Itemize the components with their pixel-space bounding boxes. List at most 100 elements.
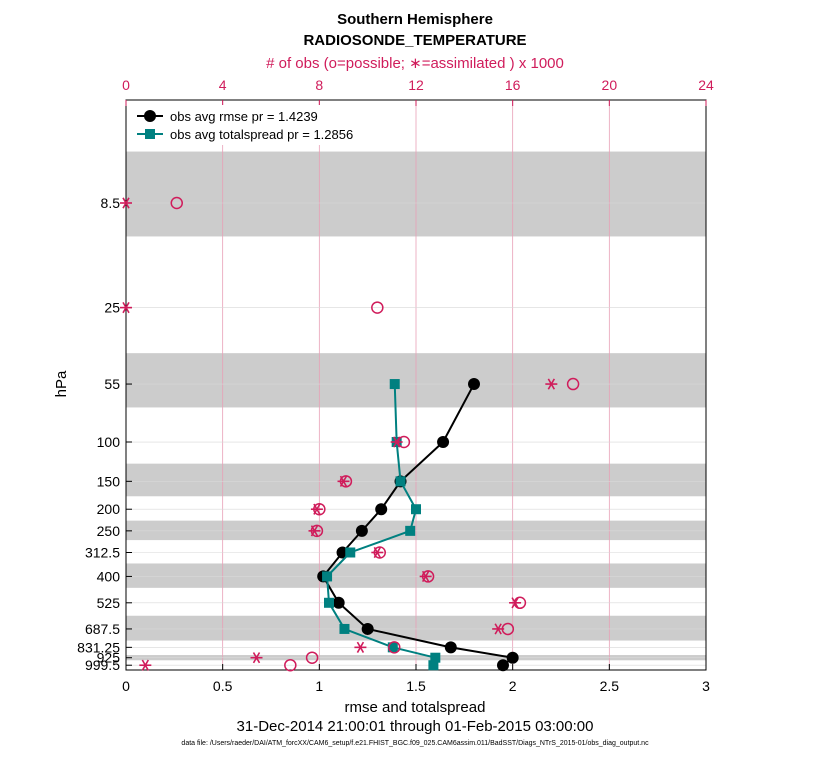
x2-tick-label: 0 bbox=[122, 77, 130, 93]
legend-spread-label: obs avg totalspread pr = 1.2856 bbox=[170, 127, 353, 142]
obs-assimilated-marker bbox=[310, 503, 323, 515]
rmse-point bbox=[355, 524, 368, 537]
date-range-label: 31-Dec-2014 21:00:01 through 01-Feb-2015… bbox=[237, 718, 594, 735]
asterisk-stroke bbox=[122, 197, 130, 209]
obs-assimilated-marker bbox=[371, 546, 384, 559]
spread-point bbox=[430, 652, 441, 663]
x-tick-label: 2 bbox=[509, 678, 517, 694]
axis-ticks: 0 0.5 1 1.5 2 2.5 3 0 4 8 12 16 20 24 8.5 25 55 100 150 200… bbox=[77, 77, 714, 694]
y-tick-label: 312.5 bbox=[85, 544, 120, 560]
rmse-point bbox=[437, 436, 450, 449]
y-tick-label: 8.5 bbox=[101, 195, 121, 211]
rmse-point bbox=[506, 651, 519, 664]
rmse-point bbox=[375, 503, 388, 516]
obs-possible-marker bbox=[388, 641, 401, 654]
x2-tick-label: 24 bbox=[698, 77, 714, 93]
legend-rmse-label: obs avg rmse pr = 1.4239 bbox=[170, 109, 318, 124]
obs-assimilated-marker bbox=[419, 570, 432, 583]
asterisk-stroke bbox=[252, 652, 261, 664]
spread-point bbox=[411, 504, 421, 515]
obs-assimilated-marker bbox=[308, 525, 321, 537]
series-lines bbox=[317, 378, 519, 672]
asterisk-stroke bbox=[373, 546, 382, 559]
legend: obs avg rmse pr = 1.4239 obs avg totalsp… bbox=[131, 105, 388, 145]
x-tick-label: 0.5 bbox=[213, 678, 233, 694]
rmse-point bbox=[361, 622, 374, 635]
x2-tick-label: 8 bbox=[315, 77, 323, 93]
x2-tick-label: 4 bbox=[219, 77, 227, 93]
x2-tick-label: 12 bbox=[408, 77, 424, 93]
obs-assimilated-marker bbox=[545, 378, 558, 390]
rmse-point bbox=[468, 378, 480, 391]
asterisk-stroke bbox=[310, 525, 319, 537]
obs-assimilated-marker bbox=[250, 652, 263, 664]
obs-assimilated-marker bbox=[120, 302, 132, 314]
legend-spread-marker bbox=[145, 129, 155, 139]
x-axis-label: rmse and totalspread bbox=[345, 699, 486, 716]
x-tick-label: 1 bbox=[315, 678, 323, 694]
rmse-point bbox=[332, 596, 345, 609]
asterisk-stroke bbox=[122, 302, 130, 314]
y-tick-label: 925 bbox=[97, 650, 121, 666]
obs-possible-marker bbox=[371, 301, 384, 314]
asterisk-stroke bbox=[547, 378, 556, 390]
obs-assimilated-marker bbox=[390, 436, 403, 448]
rmse-line bbox=[321, 383, 516, 667]
y-tick-label: 400 bbox=[97, 568, 121, 584]
obs-assimilated-marker bbox=[492, 623, 505, 635]
x2-tick-label: 20 bbox=[602, 77, 618, 93]
spread-point bbox=[387, 642, 398, 653]
data-file-label: data file: /Users/raeder/DAI/ATM_forcXX/… bbox=[181, 740, 649, 747]
x-tick-label: 0 bbox=[122, 678, 130, 694]
y-tick-label: 250 bbox=[97, 523, 121, 539]
obs-possible-marker bbox=[566, 377, 580, 391]
rmse-point bbox=[444, 641, 457, 654]
obs-assimilated-marker bbox=[120, 197, 132, 209]
y-tick-label: 55 bbox=[104, 376, 120, 392]
y-tick-label: 525 bbox=[97, 595, 121, 611]
legend-box bbox=[131, 105, 388, 145]
y-tick-label: 25 bbox=[104, 300, 120, 316]
asterisk-stroke bbox=[141, 659, 150, 671]
obs-assimilated-marker bbox=[337, 475, 350, 487]
y-tick-label: 999.5 bbox=[85, 657, 120, 673]
y-tick-label: 150 bbox=[97, 473, 121, 489]
y-axis-label: hPa bbox=[53, 370, 70, 397]
spread-point bbox=[389, 379, 400, 390]
obs-count-markers bbox=[120, 196, 580, 672]
top-axis-gridlines bbox=[126, 100, 706, 670]
y-tick-label: 831.25 bbox=[77, 639, 120, 655]
spread-point bbox=[324, 597, 334, 608]
chart-title: Southern Hemisphere bbox=[337, 11, 493, 28]
obs-possible-marker bbox=[170, 196, 183, 210]
asterisk-stroke bbox=[313, 503, 321, 515]
x2-tick-label: 16 bbox=[505, 77, 521, 93]
spread-point bbox=[428, 660, 439, 671]
asterisk-stroke bbox=[356, 641, 365, 653]
asterisk-stroke bbox=[339, 475, 348, 487]
x-tick-label: 1.5 bbox=[406, 678, 426, 694]
spread-point bbox=[339, 623, 350, 634]
spread-point bbox=[322, 571, 333, 582]
obs-assimilated-marker bbox=[509, 597, 522, 609]
spread-point bbox=[405, 525, 416, 536]
top-axis-label: # of obs (o=possible; ∗=assimilated ) x … bbox=[266, 55, 564, 72]
legend-rmse-marker bbox=[144, 110, 156, 122]
obs-assimilated-marker bbox=[139, 659, 152, 671]
y-tick-label: 100 bbox=[97, 434, 121, 450]
y-tick-label: 687.5 bbox=[85, 621, 120, 637]
y-tick-label: 200 bbox=[97, 501, 121, 517]
asterisk-stroke bbox=[511, 597, 519, 609]
asterisk-stroke bbox=[494, 623, 502, 635]
spread-point bbox=[345, 547, 356, 558]
rmse-point bbox=[497, 659, 509, 672]
obs-assimilated-marker bbox=[354, 641, 367, 653]
chart-subtitle: RADIOSONDE_TEMPERATURE bbox=[303, 32, 526, 49]
x-tick-label: 3 bbox=[702, 678, 710, 694]
asterisk-stroke bbox=[392, 436, 401, 448]
obs-possible-marker bbox=[305, 651, 319, 664]
asterisk-stroke bbox=[421, 570, 430, 583]
spread-point bbox=[395, 476, 406, 487]
